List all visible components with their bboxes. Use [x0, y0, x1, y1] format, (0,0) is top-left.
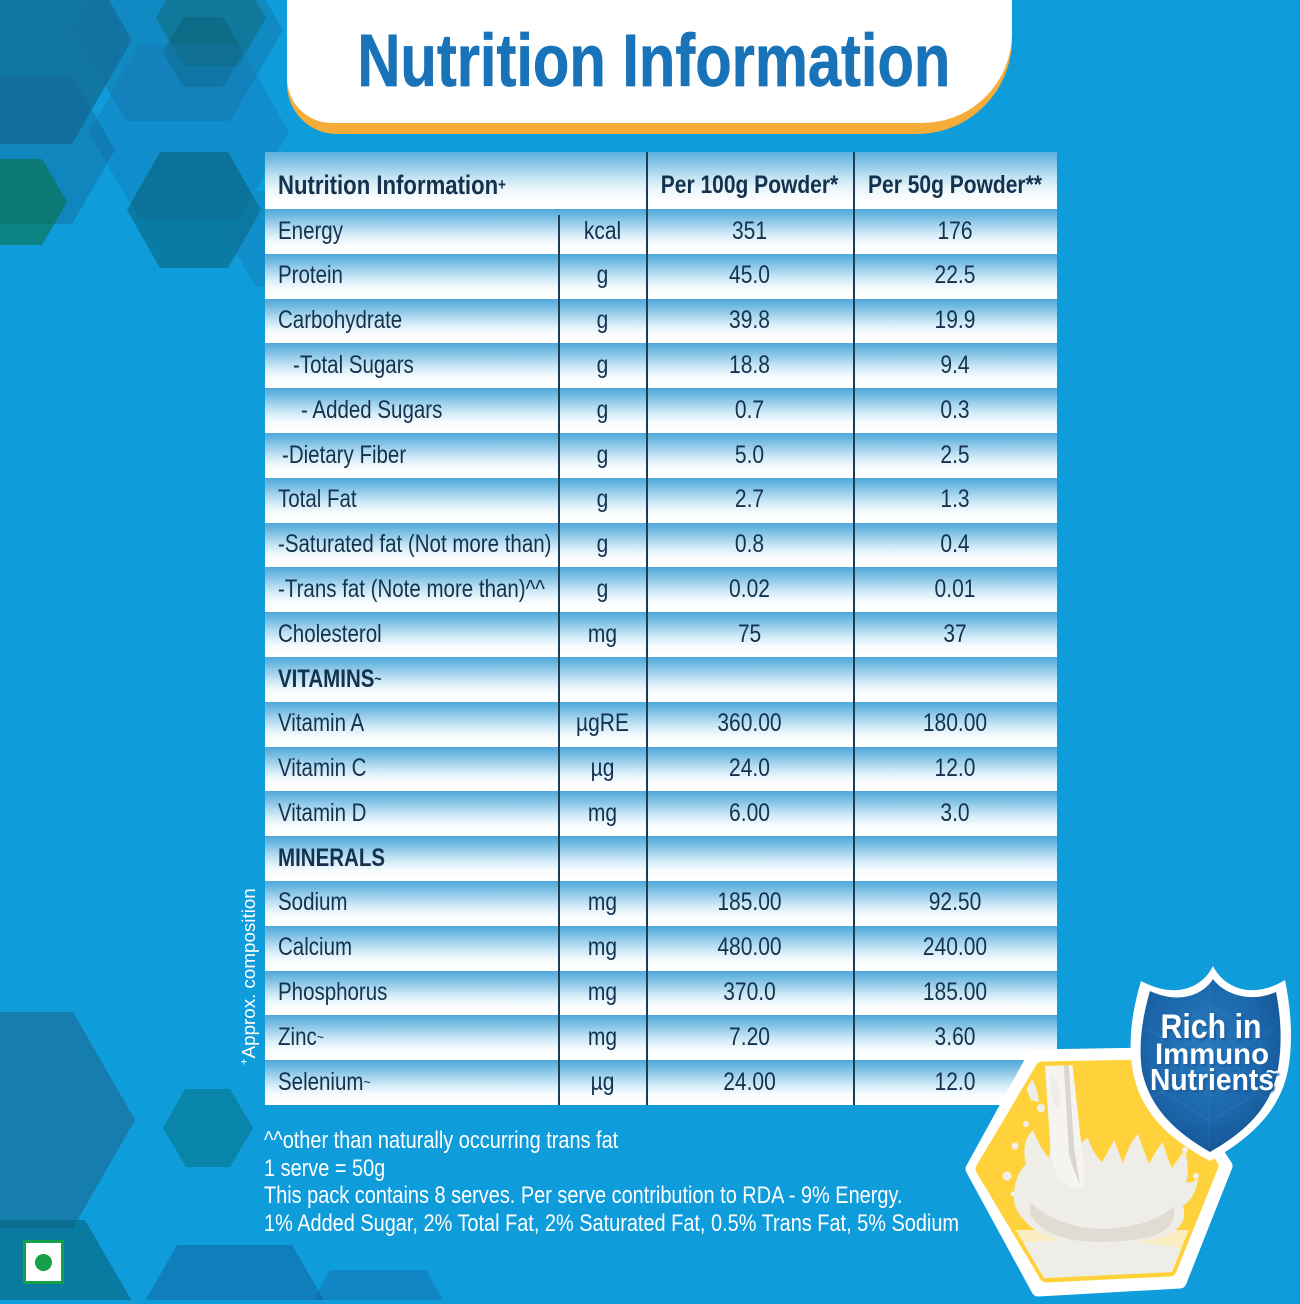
svg-text:Immuno: Immuno: [1157, 1041, 1271, 1074]
svg-text:Rich in: Rich in: [1161, 1008, 1262, 1046]
svg-text:Rich in: Rich in: [1163, 1011, 1264, 1049]
svg-text:Nutrients: Nutrients: [1152, 1065, 1276, 1100]
svg-text:~: ~: [1268, 1064, 1280, 1087]
svg-text:Immuno: Immuno: [1155, 1038, 1269, 1071]
svg-text:Nutrients: Nutrients: [1150, 1062, 1274, 1097]
svg-text:~: ~: [1266, 1061, 1278, 1084]
